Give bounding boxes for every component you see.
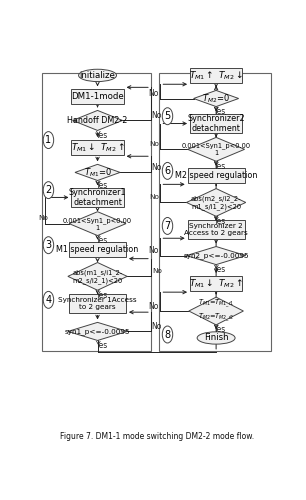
FancyBboxPatch shape [72, 90, 124, 104]
Text: syn2_p<=-0.0095: syn2_p<=-0.0095 [183, 252, 249, 259]
Text: Finish: Finish [204, 334, 228, 342]
Text: 6: 6 [164, 166, 170, 176]
FancyBboxPatch shape [69, 242, 126, 257]
FancyBboxPatch shape [72, 140, 124, 154]
Polygon shape [188, 138, 244, 162]
Text: No: No [149, 140, 159, 146]
Polygon shape [69, 212, 126, 236]
Circle shape [162, 326, 173, 343]
Text: Synchronizer 2
Access to 2 gears: Synchronizer 2 Access to 2 gears [184, 223, 248, 236]
Text: No: No [148, 89, 159, 98]
Polygon shape [73, 110, 122, 130]
Text: No: No [38, 215, 48, 221]
Text: Figure 7. DM1-1 mode switching DM2-2 mode flow.: Figure 7. DM1-1 mode switching DM2-2 mod… [60, 432, 254, 441]
Text: $T_{M2}$=0: $T_{M2}$=0 [202, 92, 230, 105]
Text: 0.001<Syn1_p<0.00
1: 0.001<Syn1_p<0.00 1 [181, 142, 251, 156]
Text: 1: 1 [45, 135, 51, 145]
Text: Yes: Yes [96, 131, 108, 140]
Circle shape [162, 162, 173, 180]
Text: syn1_p<=-0.0095: syn1_p<=-0.0095 [65, 328, 130, 335]
Text: Yes: Yes [96, 181, 108, 190]
Circle shape [43, 236, 54, 254]
Text: No: No [148, 302, 159, 310]
Text: Synchronizer1
detachment: Synchronizer1 detachment [69, 188, 126, 207]
Text: $T_{M1}\downarrow$ $T_{M2}\uparrow$: $T_{M1}\downarrow$ $T_{M2}\uparrow$ [71, 141, 125, 154]
Ellipse shape [197, 332, 235, 344]
Polygon shape [194, 90, 239, 106]
FancyBboxPatch shape [190, 276, 242, 290]
Polygon shape [68, 262, 127, 290]
Text: Handoff DM2-2: Handoff DM2-2 [67, 116, 128, 125]
Text: 5: 5 [164, 111, 171, 121]
Text: Synchronizer2
detachment: Synchronizer2 detachment [187, 114, 245, 133]
Text: Yes: Yes [96, 341, 108, 350]
Circle shape [43, 132, 54, 148]
Text: abs(m2_s/i2_2-
m1_s/i1_2)<20: abs(m2_s/i2_2- m1_s/i1_2)<20 [191, 195, 241, 210]
Text: 2: 2 [45, 185, 52, 195]
Ellipse shape [79, 69, 117, 82]
Polygon shape [189, 297, 243, 325]
Text: 8: 8 [164, 330, 170, 340]
Polygon shape [186, 188, 246, 216]
Text: No: No [152, 163, 162, 172]
Polygon shape [75, 164, 120, 180]
Text: $T_{M1}$=$T_{M1\_r1}$
$T_{M2}$=$T_{M2\_r2}$: $T_{M1}$=$T_{M1\_r1}$ $T_{M2}$=$T_{M2\_r… [198, 298, 234, 324]
Text: $T_{M1}\downarrow$ $T_{M2}\uparrow$: $T_{M1}\downarrow$ $T_{M2}\uparrow$ [189, 277, 243, 289]
Text: No: No [152, 111, 162, 120]
Text: No: No [149, 194, 159, 200]
Text: Yes: Yes [214, 326, 226, 334]
Circle shape [162, 108, 173, 124]
Text: 4: 4 [45, 295, 51, 305]
Text: Yes: Yes [96, 290, 108, 300]
Text: No: No [152, 322, 162, 331]
FancyBboxPatch shape [190, 114, 242, 133]
Text: 0.001<Syn1_p<0.00
1: 0.001<Syn1_p<0.00 1 [63, 217, 132, 230]
Text: 3: 3 [45, 240, 51, 250]
Text: Synchronizer 1Access
to 2 gears: Synchronizer 1Access to 2 gears [58, 297, 137, 310]
Text: initialize: initialize [80, 71, 115, 80]
Circle shape [43, 182, 54, 198]
Circle shape [43, 292, 54, 308]
FancyBboxPatch shape [69, 294, 126, 312]
Text: Yes: Yes [214, 265, 226, 274]
Text: M1 speed regulation: M1 speed regulation [56, 246, 139, 254]
Circle shape [162, 218, 173, 234]
Text: $T_{M1}\uparrow$ $T_{M2}\downarrow$: $T_{M1}\uparrow$ $T_{M2}\downarrow$ [189, 69, 243, 82]
FancyBboxPatch shape [188, 168, 244, 183]
Polygon shape [68, 322, 127, 340]
Text: Yes: Yes [214, 217, 226, 226]
Text: abs(m1_s/i1_2-
m2_s/i2_1)<20: abs(m1_s/i1_2- m2_s/i2_1)<20 [73, 269, 123, 283]
Text: DM1-1mode: DM1-1mode [71, 92, 124, 101]
FancyBboxPatch shape [190, 68, 242, 82]
FancyBboxPatch shape [72, 188, 124, 206]
Polygon shape [186, 246, 246, 264]
Text: No: No [148, 246, 159, 255]
Text: M2 speed regulation: M2 speed regulation [175, 171, 257, 180]
Text: Yes: Yes [214, 107, 226, 116]
Text: Yes: Yes [96, 236, 108, 245]
Text: Yes: Yes [214, 162, 226, 171]
Text: No: No [152, 268, 162, 274]
Text: $T_{M1}$=0: $T_{M1}$=0 [84, 166, 111, 178]
Text: 7: 7 [164, 221, 171, 231]
FancyBboxPatch shape [188, 220, 244, 238]
